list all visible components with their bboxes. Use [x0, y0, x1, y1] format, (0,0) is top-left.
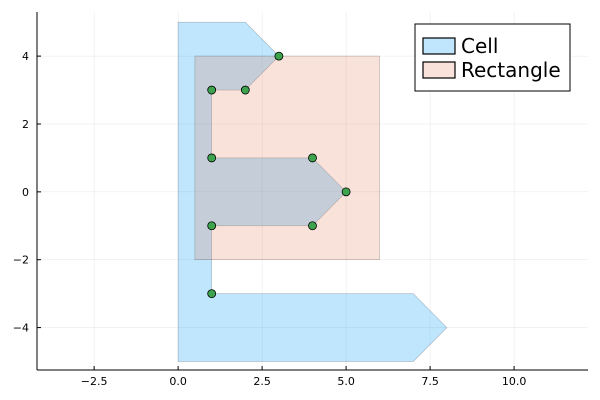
y-tick-label: −2 [13, 254, 29, 267]
x-tick-label: 2.5 [253, 375, 271, 388]
data-point-5 [341, 187, 351, 197]
series-cell-polygon [177, 21, 448, 362]
tick-labels: −2.5 0.0 2.5 5.0 7.5 10.0 −4 −2 0 2 4 [13, 50, 527, 388]
data-point-0 [274, 51, 284, 61]
y-tick-label: −4 [13, 322, 29, 335]
legend-label-rectangle: Rectangle [461, 58, 561, 82]
data-point-8 [207, 289, 217, 299]
data-point-7 [207, 221, 217, 231]
data-point-1 [240, 85, 250, 95]
legend-swatch-rectangle [422, 61, 456, 79]
y-tick-label: 0 [22, 186, 29, 199]
data-point-6 [308, 221, 317, 231]
data-point-2 [207, 85, 217, 95]
series-rectangle-polygon [194, 55, 381, 261]
x-tick-label: 5.0 [337, 375, 355, 388]
y-tick-label: 2 [22, 118, 29, 131]
data-point-4 [308, 153, 317, 163]
x-tick-label: 7.5 [421, 375, 439, 388]
series-layer [177, 21, 448, 362]
axes [36, 12, 588, 371]
legend-label-cell: Cell [461, 34, 498, 58]
legend-swatch-cell [422, 37, 456, 55]
x-tick-label: 10.0 [502, 375, 527, 388]
x-tick-label: −2.5 [81, 375, 108, 388]
x-tick-label: 0.0 [169, 375, 187, 388]
y-tick-label: 4 [22, 50, 29, 63]
points-layer [207, 51, 351, 299]
data-point-3 [207, 153, 217, 163]
legend-box [414, 23, 571, 92]
